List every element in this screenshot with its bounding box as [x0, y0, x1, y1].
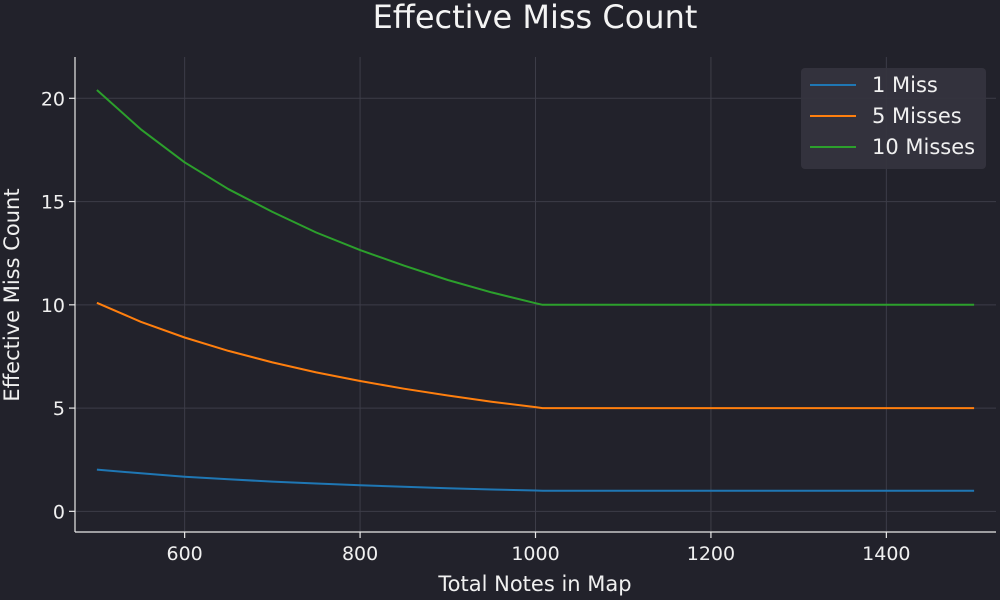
series-lines — [96, 89, 975, 492]
legend-box — [801, 68, 986, 169]
x-tick-label: 1200 — [687, 543, 735, 565]
y-axis-title: Effective Miss Count — [0, 188, 24, 401]
y-tick-label: 15 — [41, 192, 65, 214]
legend-label-10-misses: 10 Misses — [872, 135, 975, 159]
series-line-1-miss — [96, 468, 975, 492]
axes: 600 800 1000 1200 1400 0 5 10 15 20 — [41, 57, 996, 565]
legend: 1 Miss 5 Misses 10 Misses — [801, 68, 986, 169]
x-tick-label: 800 — [342, 543, 378, 565]
chart-title: Effective Miss Count — [373, 0, 698, 36]
y-tick-label: 10 — [41, 295, 65, 317]
series-line-10-misses — [96, 89, 975, 306]
x-axis-title: Total Notes in Map — [437, 572, 631, 596]
y-tick-label: 20 — [41, 88, 65, 110]
legend-label-1-miss: 1 Miss — [872, 73, 938, 97]
x-tick-label: 600 — [167, 543, 203, 565]
x-tick-label: 1000 — [511, 543, 559, 565]
y-tick-label: 5 — [53, 398, 65, 420]
y-tick-label: 0 — [53, 501, 65, 523]
series-line-5-misses — [96, 301, 975, 410]
legend-label-5-misses: 5 Misses — [872, 104, 962, 128]
x-tick-label: 1400 — [862, 543, 910, 565]
